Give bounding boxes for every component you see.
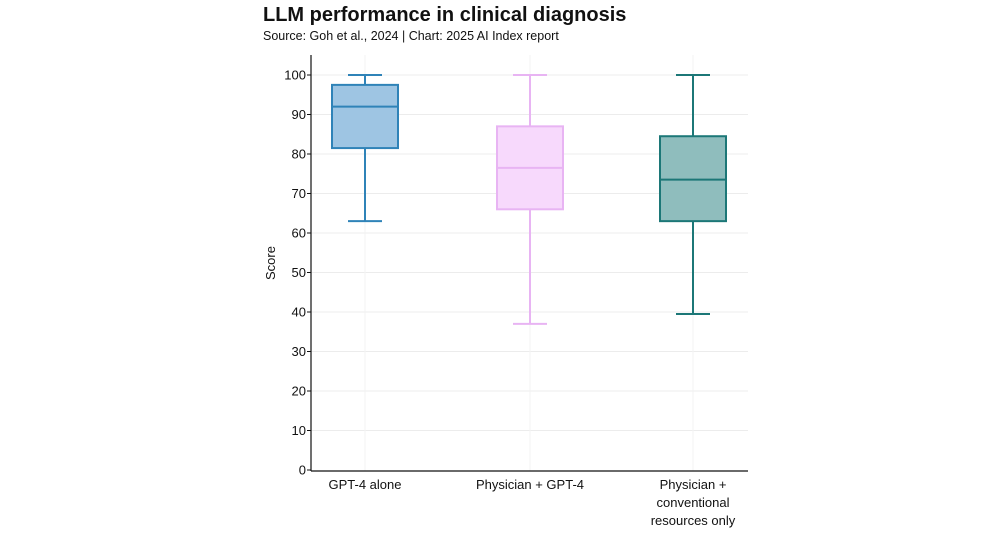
x-category-label-line: conventional — [657, 495, 730, 510]
boxes — [331, 74, 727, 325]
box-group-2 — [496, 74, 564, 325]
y-tick-label-10: 10 — [292, 423, 306, 438]
y-tick-label-90: 90 — [292, 107, 306, 122]
y-tick-label-50: 50 — [292, 265, 306, 280]
x-category-label-line: Physician + GPT-4 — [476, 477, 584, 492]
x-category-label-line: GPT-4 alone — [329, 477, 402, 492]
y-tick-label-70: 70 — [292, 186, 306, 201]
y-ticks: 0 10 20 30 40 50 60 70 80 90 100 — [284, 68, 311, 478]
box-group-3 — [659, 74, 727, 315]
y-tick-label-40: 40 — [292, 305, 306, 320]
x-category-label-line: resources only — [651, 513, 736, 528]
y-tick-label-30: 30 — [292, 344, 306, 359]
y-axis-label: Score — [263, 246, 278, 280]
x-category-labels: GPT-4 alone Physician + GPT-4 Physician + c… — [329, 477, 736, 528]
iqr-box — [331, 83, 399, 150]
x-category-label-line: Physician + — [660, 477, 727, 492]
y-tick-label-100: 100 — [284, 68, 306, 83]
y-tick-label-20: 20 — [292, 384, 306, 399]
chart-subtitle: Source: Goh et al., 2024 | Chart: 2025 A… — [263, 29, 559, 43]
box-group-1 — [331, 74, 399, 223]
x-category-label-1: GPT-4 alone — [329, 477, 402, 492]
x-category-label-3: Physician + conventional resources only — [651, 477, 736, 528]
y-tick-label-60: 60 — [292, 226, 306, 241]
y-tick-label-0: 0 — [299, 463, 306, 478]
chart-title: LLM performance in clinical diagnosis — [263, 4, 627, 26]
y-tick-label-80: 80 — [292, 147, 306, 162]
x-category-label-2: Physician + GPT-4 — [476, 477, 584, 492]
axes — [310, 55, 748, 472]
